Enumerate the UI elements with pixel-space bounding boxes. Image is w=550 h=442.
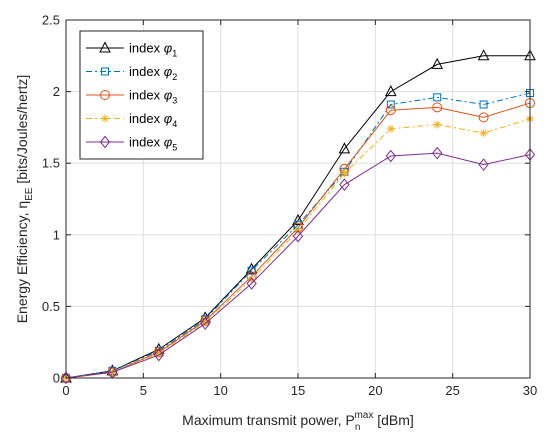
series-2-point xyxy=(479,100,488,109)
series-1-point xyxy=(477,49,490,61)
y-tick-label: 0 xyxy=(53,371,60,386)
series-5-point xyxy=(292,229,304,243)
legend-marker xyxy=(99,135,111,149)
x-tick-label: 5 xyxy=(140,383,147,398)
legend-entry-5: index φ5 xyxy=(86,135,177,153)
series-1-point xyxy=(338,142,351,154)
series-3-point xyxy=(432,102,443,113)
series-5-point xyxy=(60,371,72,385)
series-5-line xyxy=(65,152,531,379)
legend-entry-1: index φ1 xyxy=(86,41,177,59)
axis-ticks: 0 5 10 15 20 25 30 0 0.5 1 1.5 2 2.5 xyxy=(42,13,537,399)
x-tick-label: 30 xyxy=(523,383,537,398)
series-2-point xyxy=(386,100,395,109)
series-5-point xyxy=(339,178,350,191)
series-2-point xyxy=(247,266,256,275)
series-5-point xyxy=(432,146,443,160)
series-5-point xyxy=(200,317,211,330)
legend-label: index φ5 xyxy=(129,135,177,153)
y-axis-label: Energy Efficiency, ηEE [bits/Joules/hert… xyxy=(14,75,35,324)
y-tick-label: 1 xyxy=(53,227,60,242)
x-tick-label: 0 xyxy=(62,383,69,398)
series-1-point xyxy=(292,213,304,225)
series-4-point xyxy=(386,124,395,133)
series-4-point xyxy=(433,120,442,129)
series-1-point xyxy=(384,85,397,97)
legend-entry-4: index φ4 xyxy=(86,111,177,129)
x-tick-label: 15 xyxy=(291,383,305,398)
legend-marker xyxy=(101,114,109,123)
legend-label: index φ1 xyxy=(129,41,177,59)
series-5-point xyxy=(478,158,489,171)
series-3-point xyxy=(478,112,489,123)
series-5-point xyxy=(246,277,257,290)
legend-label: index φ2 xyxy=(129,64,177,82)
legend-marker xyxy=(99,41,111,53)
series-1-line xyxy=(65,55,530,379)
legend-label: index φ4 xyxy=(129,111,177,129)
legend: index φ1 index φ2 index φ3 index φ4 index φ5 xyxy=(79,30,204,160)
y-tick-label: 2 xyxy=(53,84,60,99)
y-tick-label: 0.5 xyxy=(42,299,60,314)
x-tick-label: 20 xyxy=(368,383,382,398)
series-5-point xyxy=(153,348,164,362)
legend-marker xyxy=(100,90,110,100)
legend-label: index φ3 xyxy=(129,88,177,106)
series-2-line xyxy=(65,92,531,379)
legend-entry-2: index φ2 xyxy=(86,64,177,82)
y-tick-label: 2.5 xyxy=(42,13,60,28)
x-tick-label: 25 xyxy=(445,383,459,398)
legend-entry-3: index φ3 xyxy=(86,88,177,106)
series-3-point xyxy=(385,105,396,116)
series-5-point xyxy=(385,149,396,163)
series-2-point xyxy=(433,93,442,102)
series-1-point xyxy=(431,57,444,69)
series-4-point xyxy=(340,169,349,178)
series-4-point xyxy=(479,129,488,138)
y-tick-label: 1.5 xyxy=(42,156,60,171)
x-tick-label: 10 xyxy=(213,383,227,398)
legend-marker xyxy=(101,67,109,76)
x-axis-label: Maximum transmit power, Pnmax [dBm] xyxy=(182,410,414,433)
